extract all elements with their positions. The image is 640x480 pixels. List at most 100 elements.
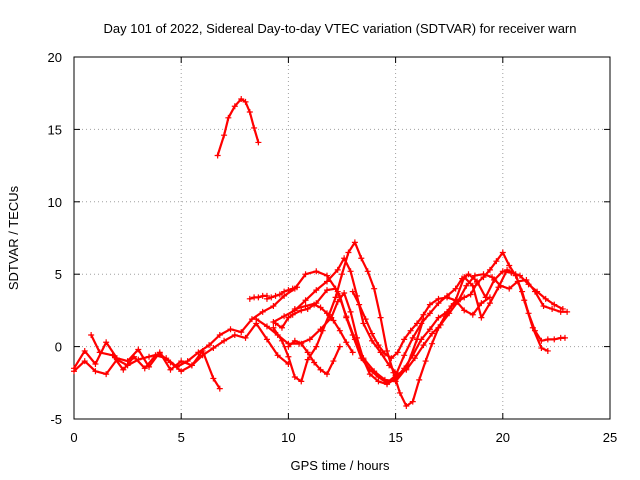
data-point <box>444 294 451 301</box>
data-point <box>420 342 427 349</box>
data-point <box>491 276 498 283</box>
y-tick-label: 5 <box>55 267 62 282</box>
data-point <box>564 308 571 315</box>
data-point <box>317 366 324 373</box>
data-point <box>289 311 296 318</box>
data-point <box>478 300 485 307</box>
data-point <box>426 310 433 317</box>
data-point <box>276 291 283 298</box>
data-point <box>214 152 221 159</box>
data-point <box>394 349 401 356</box>
data-point <box>291 374 298 381</box>
data-point <box>231 103 238 110</box>
data-point <box>323 272 330 279</box>
data-point <box>366 366 373 373</box>
data-point <box>255 139 262 146</box>
data-point <box>298 340 305 347</box>
data-point <box>409 398 416 405</box>
data-point <box>538 337 545 344</box>
data-point <box>409 334 416 341</box>
data-point <box>242 334 249 341</box>
data-point <box>369 330 376 337</box>
data-point <box>71 368 77 375</box>
data-point <box>302 297 309 304</box>
data-point <box>285 314 292 321</box>
axis-ticks <box>73 56 611 420</box>
data-point <box>131 353 138 360</box>
data-point <box>519 288 526 295</box>
data-point <box>544 336 551 343</box>
data-point <box>334 298 341 305</box>
data-point <box>253 316 260 323</box>
data-point <box>542 295 549 302</box>
data-point <box>364 268 371 275</box>
data-point <box>452 285 459 292</box>
data-point <box>173 363 180 370</box>
data-point <box>178 358 185 365</box>
data-point <box>285 287 292 294</box>
data-point <box>486 266 493 273</box>
data-point <box>313 268 320 275</box>
data-point <box>278 324 285 331</box>
data-point <box>534 288 541 295</box>
data-point <box>317 304 324 311</box>
data-point <box>334 266 341 273</box>
data-point <box>263 292 270 299</box>
data-point <box>199 352 206 359</box>
data-point <box>298 378 305 385</box>
x-tick-label: 10 <box>281 430 295 445</box>
data-point <box>377 314 384 321</box>
data-point <box>103 371 110 378</box>
data-point <box>435 295 442 302</box>
data-point <box>435 324 442 331</box>
data-point <box>384 379 391 386</box>
data-point <box>311 301 318 308</box>
x-tick-label: 5 <box>178 430 185 445</box>
data-point <box>347 308 354 315</box>
data-point <box>474 279 481 286</box>
data-point <box>313 287 320 294</box>
data-point <box>304 305 311 312</box>
data-point <box>551 301 558 308</box>
data-point <box>418 336 425 343</box>
data-point <box>493 258 500 265</box>
data-point <box>152 352 159 359</box>
data-point <box>358 355 365 362</box>
data-point <box>499 268 506 275</box>
data-point <box>551 336 558 343</box>
data-point <box>323 278 330 285</box>
data-point <box>486 294 493 301</box>
series-sat-g <box>270 239 568 409</box>
data-point <box>278 337 285 344</box>
y-tick-label: 10 <box>48 195 62 210</box>
data-point <box>304 349 311 356</box>
data-point <box>525 310 532 317</box>
data-point <box>96 349 103 356</box>
data-point <box>341 290 348 297</box>
data-point <box>407 327 414 334</box>
data-point <box>396 389 403 396</box>
data-point <box>549 305 556 312</box>
chart-title: Day 101 of 2022, Sidereal Day-to-day VTE… <box>103 21 576 36</box>
data-point <box>544 347 551 354</box>
data-point <box>465 271 472 278</box>
data-point <box>362 316 369 323</box>
data-point <box>167 366 174 373</box>
data-point <box>480 274 487 281</box>
data-point <box>210 345 217 352</box>
data-point <box>210 375 217 382</box>
data-point <box>531 327 538 334</box>
data-point <box>221 132 228 139</box>
data-point <box>195 349 202 356</box>
data-point <box>469 311 476 318</box>
y-tick-labels: -5 0 5 10 15 20 <box>48 50 62 427</box>
data-point <box>81 358 88 365</box>
data-point <box>291 337 298 344</box>
data-point <box>251 124 258 131</box>
data-point <box>313 343 320 350</box>
data-point <box>435 314 442 321</box>
data-point <box>426 301 433 308</box>
data-point <box>349 288 356 295</box>
data-point <box>323 310 330 317</box>
data-point <box>506 262 513 269</box>
